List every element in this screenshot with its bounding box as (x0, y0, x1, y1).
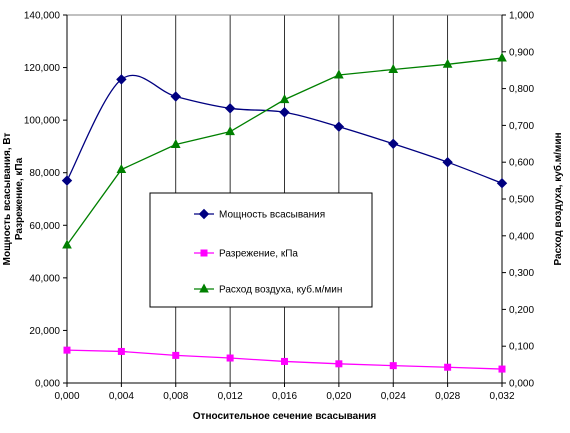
x-tick-label: 0,028 (435, 391, 460, 402)
series-2-point (442, 58, 453, 68)
series-0-point (224, 103, 236, 114)
legend-label-2: Расход воздуха, куб.м/мин (219, 284, 342, 296)
legend-marker-2 (199, 283, 209, 293)
series-1-point (498, 365, 506, 373)
series-0-point (388, 138, 399, 150)
y-left-tick-label: 140,000 (24, 11, 61, 22)
y-right-tick-label: 0,700 (509, 121, 534, 132)
y-right-tick-label: 1,000 (509, 11, 534, 22)
y-left-tick-label: 120,000 (24, 63, 61, 74)
legend-marker-0 (198, 208, 210, 220)
series-2-point (388, 63, 399, 73)
y-left-tick-label: 0,000 (35, 379, 60, 390)
series-2-point (334, 69, 344, 79)
y-right-tick-label: 0,800 (509, 84, 534, 95)
x-tick-label: 0,004 (109, 391, 134, 402)
legend-label-1: Разрежение, кПа (219, 249, 298, 260)
y-right-axis-title: Расход воздуха, куб.м/мин (552, 132, 564, 265)
x-tick-label: 0,016 (272, 391, 297, 402)
series-1-point (63, 346, 71, 354)
series-2-point (225, 126, 235, 136)
legend-marker-1 (200, 249, 208, 257)
y-right-tick-label: 0,500 (509, 195, 534, 206)
y-right-tick-label: 0,900 (509, 47, 534, 58)
y-left-axis-title-2: Разрежение, кПа (14, 157, 25, 240)
series-0-point (442, 156, 453, 168)
series-0-point (333, 121, 345, 132)
series-1-point (281, 357, 288, 365)
y-left-axis-title-1: Мощность всасывания, Вт (2, 133, 13, 266)
y-right-tick-label: 0,400 (509, 231, 534, 242)
x-axis-title: Относительное сечение всасывания (193, 411, 377, 422)
series-2-point (116, 163, 127, 174)
y-right-tick-label: 0,600 (509, 158, 534, 169)
series-0-point (279, 107, 290, 118)
series-1-point (444, 363, 452, 371)
x-tick-label: 0,000 (54, 391, 79, 402)
series-0-point (496, 178, 508, 189)
series-1-point (117, 347, 125, 355)
series-0-point (61, 175, 73, 186)
series-2-point (170, 138, 181, 149)
series-layer (61, 52, 508, 373)
y-right-tick-label: 0,100 (509, 342, 534, 353)
legend-label-0: Мощность всасывания (219, 210, 325, 221)
legend: Мощность всасывания Разрежение, кПа Расход… (149, 192, 373, 308)
series-1-point (226, 354, 234, 362)
series-1-point (389, 362, 397, 370)
series-0-point (116, 74, 127, 85)
legend-box (149, 192, 373, 308)
x-tick-label: 0,032 (489, 391, 514, 402)
x-tick-label: 0,012 (218, 391, 243, 402)
x-tick-label: 0,008 (163, 391, 188, 402)
y-left-tick-label: 80,000 (29, 168, 60, 179)
y-left-tick-label: 60,000 (29, 221, 60, 232)
series-2-point (62, 239, 72, 249)
y-right-tick-label: 0,000 (509, 379, 534, 390)
x-tick-label: 0,020 (326, 391, 351, 402)
y-right-tick-label: 0,200 (509, 305, 534, 316)
series-1-point (172, 351, 180, 359)
y-left-tick-label: 40,000 (29, 273, 60, 284)
x-tick-label: 0,024 (381, 391, 406, 402)
series-2-point (279, 94, 290, 104)
series-1-point (335, 360, 343, 368)
y-left-tick-label: 20,000 (29, 326, 60, 337)
series-2-point (497, 52, 507, 62)
series-0-point (170, 91, 181, 102)
y-left-tick-label: 100,000 (24, 116, 61, 127)
y-right-tick-label: 0,300 (509, 268, 534, 279)
axes-layer: 0,000 20,000 40,000 60,000 80,000 100,000 120,… (2, 11, 564, 423)
